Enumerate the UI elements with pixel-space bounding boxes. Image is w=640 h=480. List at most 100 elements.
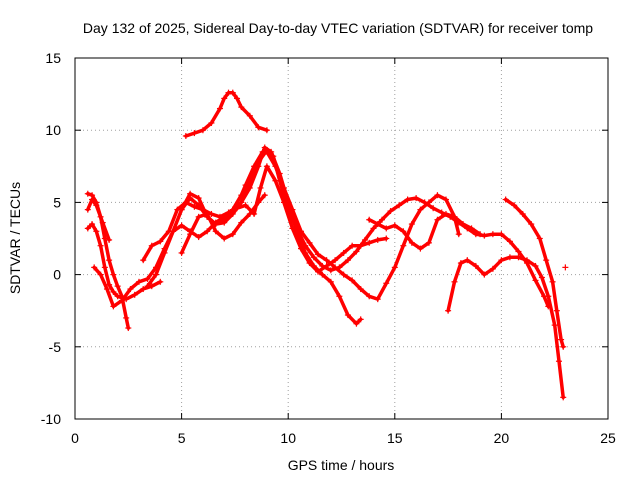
data-point bbox=[251, 210, 258, 217]
data-point bbox=[327, 267, 334, 274]
data-point bbox=[97, 271, 104, 278]
data-point bbox=[383, 280, 390, 287]
data-point bbox=[293, 225, 300, 232]
data-point bbox=[506, 238, 513, 245]
data-point bbox=[327, 278, 334, 285]
data-point bbox=[511, 202, 518, 209]
data-point bbox=[123, 314, 130, 321]
series-line bbox=[503, 197, 565, 349]
tick-layer: 0 5 10 15 20 25 -10 -5 0 5 10 15 bbox=[41, 50, 616, 446]
data-point bbox=[551, 322, 558, 329]
data-point bbox=[212, 221, 219, 228]
series-line bbox=[86, 222, 163, 301]
data-point bbox=[417, 206, 424, 213]
data-point bbox=[187, 231, 194, 238]
data-point bbox=[114, 283, 121, 290]
data-point bbox=[353, 320, 360, 327]
data-point bbox=[438, 209, 445, 216]
data-point bbox=[144, 275, 151, 282]
chart-title: Day 132 of 2025, Sidereal Day-to-day VTE… bbox=[83, 20, 593, 36]
data-point bbox=[408, 221, 415, 228]
data-point bbox=[332, 257, 339, 264]
data-point bbox=[89, 196, 96, 203]
data-point bbox=[229, 231, 236, 238]
data-point bbox=[349, 277, 356, 284]
data-point bbox=[489, 231, 496, 238]
data-point bbox=[221, 219, 228, 226]
data-point bbox=[208, 210, 215, 217]
data-point bbox=[553, 307, 560, 314]
data-point bbox=[84, 225, 91, 232]
data-point bbox=[353, 248, 360, 255]
data-point bbox=[374, 221, 381, 228]
data-point bbox=[545, 293, 552, 300]
data-point bbox=[261, 192, 268, 199]
data-point bbox=[238, 199, 245, 206]
y-tick-label: 15 bbox=[45, 50, 61, 66]
data-point bbox=[560, 394, 567, 401]
data-point bbox=[366, 216, 373, 223]
data-point bbox=[131, 291, 138, 298]
series-pass-1 bbox=[84, 190, 132, 332]
data-point bbox=[257, 184, 264, 191]
data-point bbox=[387, 208, 394, 215]
data-point bbox=[442, 210, 449, 217]
data-point bbox=[519, 210, 526, 217]
data-point bbox=[178, 206, 185, 213]
data-point bbox=[425, 239, 432, 246]
data-point bbox=[140, 286, 147, 293]
data-point bbox=[538, 274, 545, 281]
data-point bbox=[103, 286, 110, 293]
data-point bbox=[536, 235, 543, 242]
data-point bbox=[315, 268, 322, 275]
data-point bbox=[532, 277, 539, 284]
data-point bbox=[543, 257, 550, 264]
data-point bbox=[515, 254, 522, 261]
series-pass-8 bbox=[182, 89, 270, 139]
data-point bbox=[430, 205, 437, 212]
data-point bbox=[110, 288, 117, 295]
data-point bbox=[204, 213, 211, 220]
data-point bbox=[374, 236, 381, 243]
data-point bbox=[506, 254, 513, 261]
data-point bbox=[255, 158, 262, 165]
data-point bbox=[379, 216, 386, 223]
data-point bbox=[178, 222, 185, 229]
data-point bbox=[391, 222, 398, 229]
x-tick-label: 5 bbox=[178, 430, 186, 446]
data-point bbox=[221, 95, 228, 102]
data-point bbox=[515, 248, 522, 255]
data-point bbox=[457, 260, 464, 267]
series-pass-2 bbox=[84, 221, 164, 303]
data-point bbox=[357, 316, 364, 323]
data-point bbox=[208, 119, 215, 126]
data-point bbox=[306, 239, 313, 246]
data-point bbox=[195, 213, 202, 220]
data-point bbox=[263, 163, 270, 170]
data-point bbox=[434, 192, 441, 199]
data-point bbox=[270, 153, 277, 160]
plot-frame bbox=[74, 57, 609, 420]
series-pass-12 bbox=[84, 196, 113, 243]
data-point bbox=[229, 210, 236, 217]
data-point bbox=[178, 249, 185, 256]
y-tick-label: 5 bbox=[53, 194, 61, 210]
data-point bbox=[195, 234, 202, 241]
data-point bbox=[106, 257, 113, 264]
x-tick-label: 0 bbox=[71, 430, 79, 446]
data-point bbox=[310, 254, 317, 261]
data-point bbox=[93, 228, 100, 235]
data-point bbox=[344, 257, 351, 264]
data-point bbox=[246, 112, 253, 119]
data-point bbox=[84, 206, 91, 213]
series-line bbox=[184, 90, 269, 138]
data-point bbox=[502, 196, 509, 203]
data-point bbox=[468, 225, 475, 232]
data-point bbox=[140, 257, 147, 264]
data-point bbox=[238, 219, 245, 226]
data-point bbox=[263, 147, 270, 154]
data-point bbox=[182, 132, 189, 139]
data-point bbox=[187, 190, 194, 197]
series-line bbox=[86, 191, 131, 330]
series-pass-6 bbox=[144, 148, 462, 303]
